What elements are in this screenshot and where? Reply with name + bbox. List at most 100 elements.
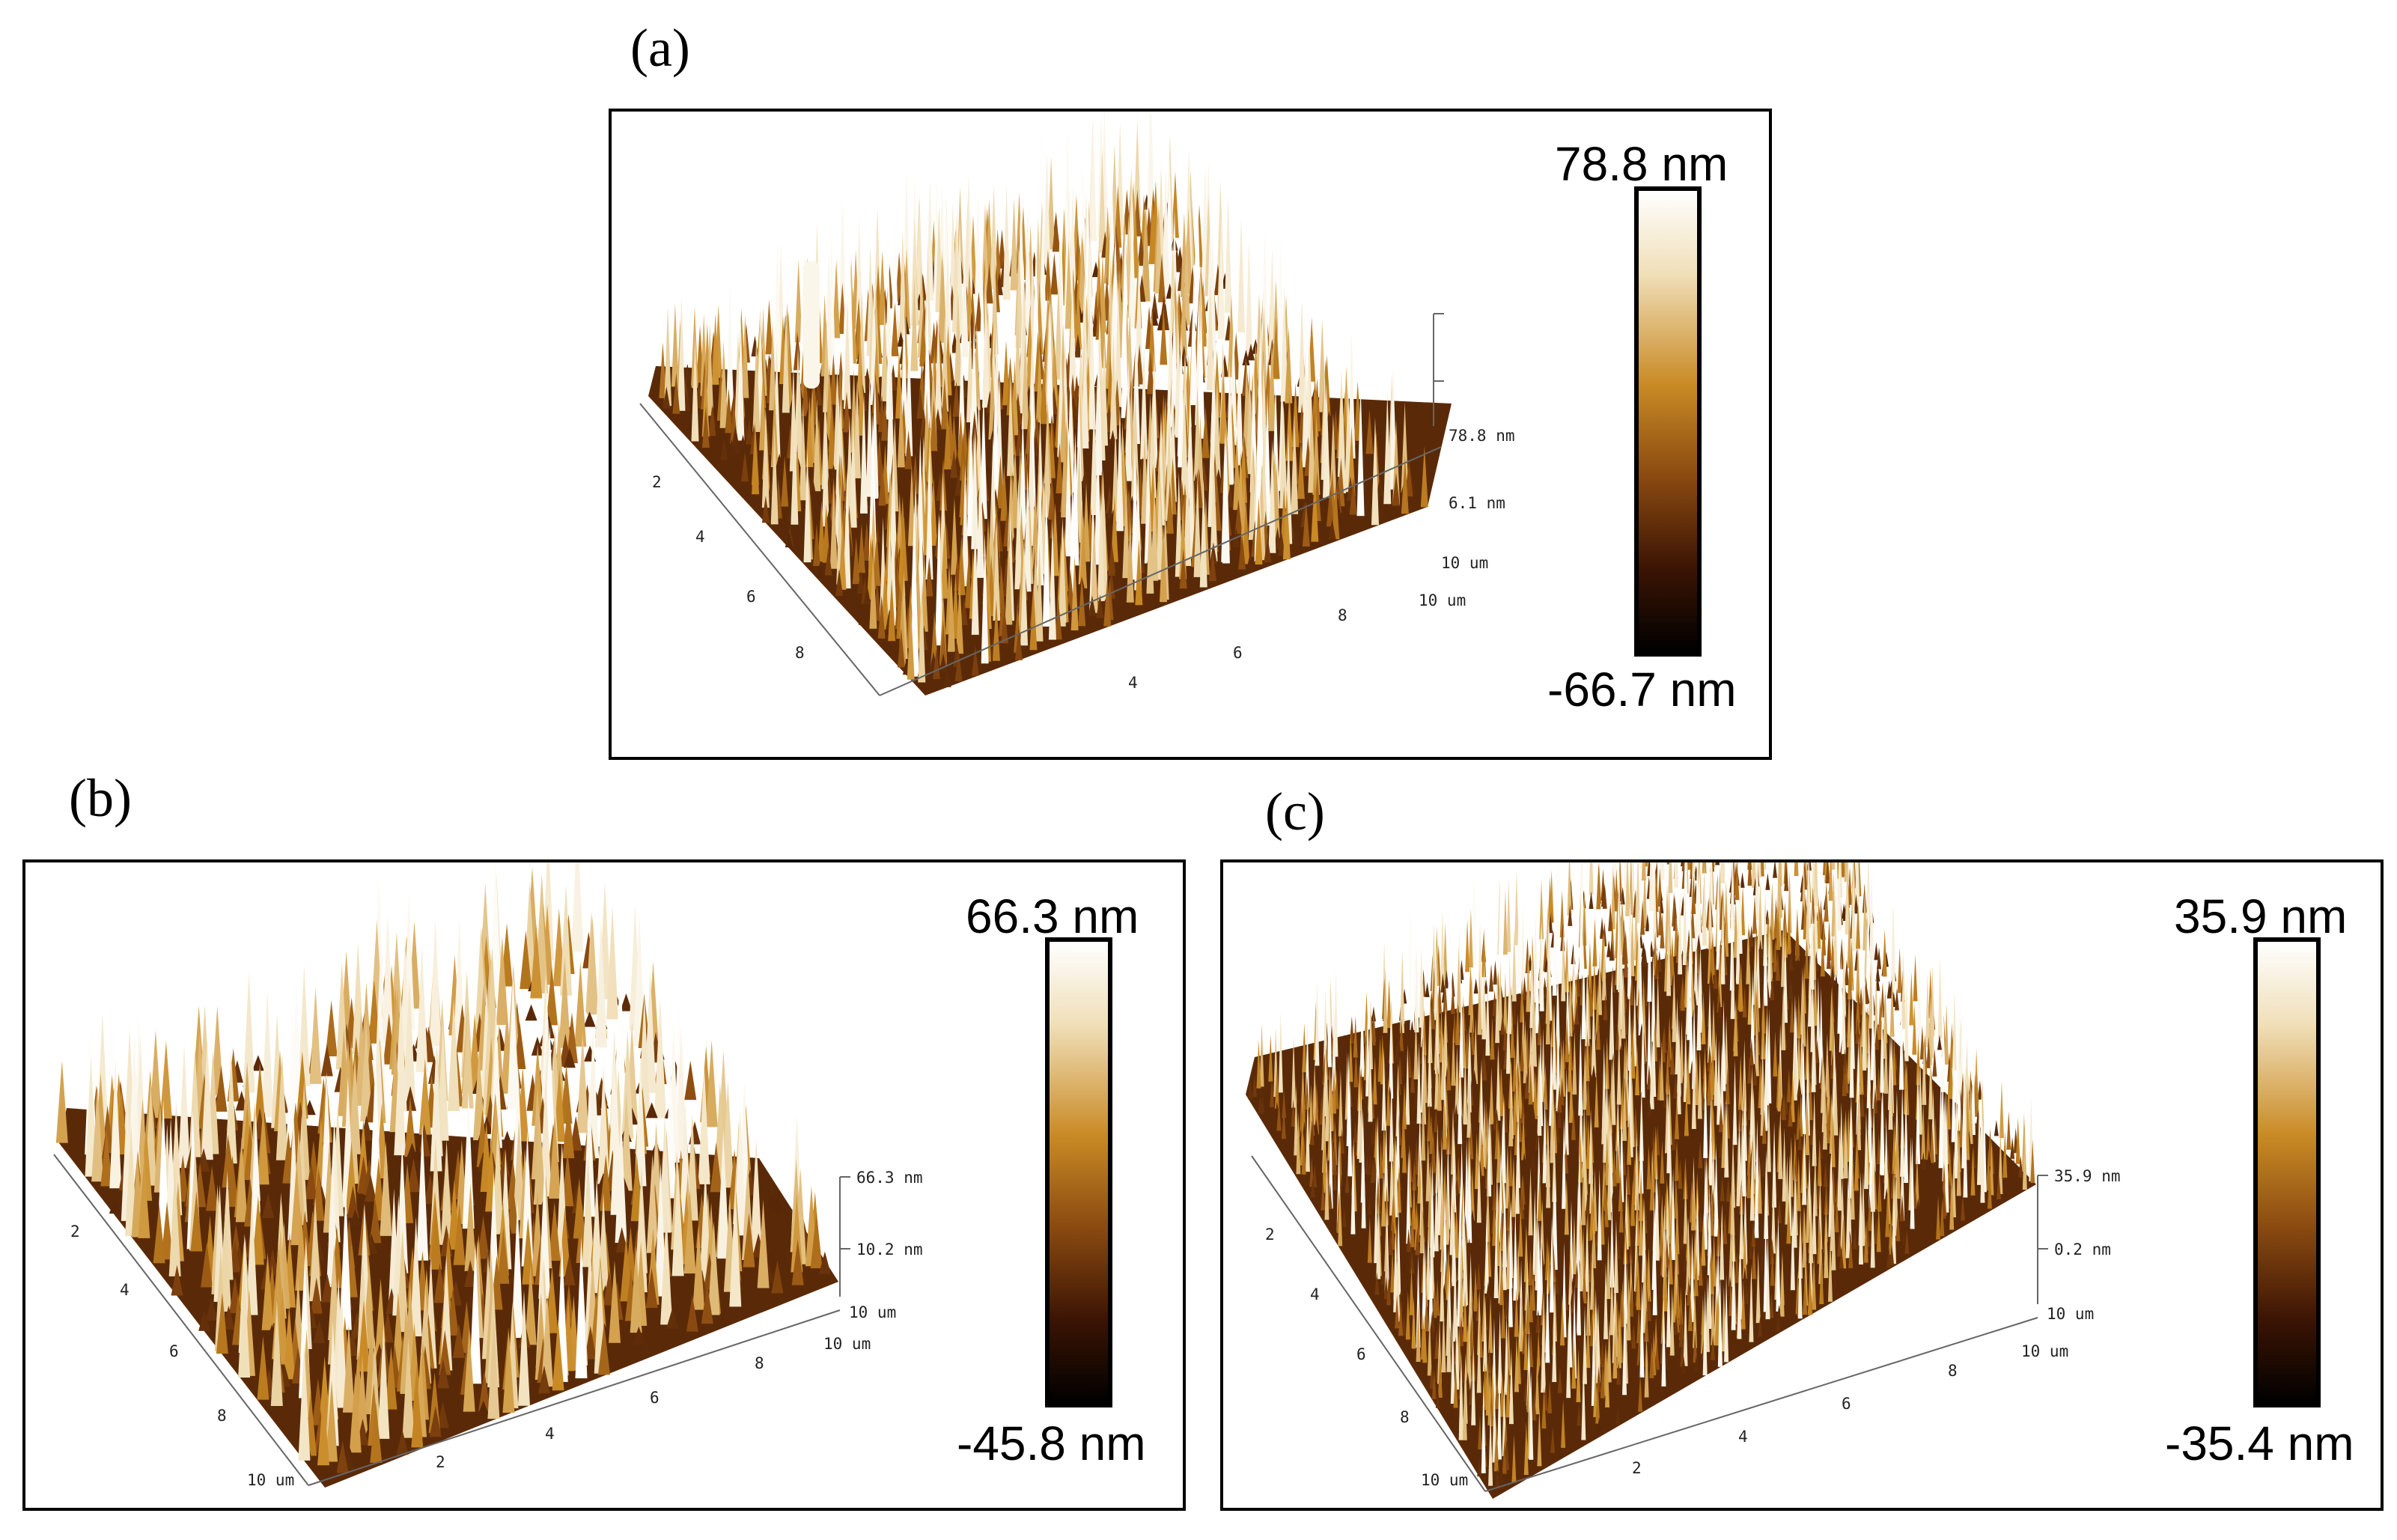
surface-peak <box>1384 1227 1389 1297</box>
surface-peak <box>1609 940 1614 961</box>
surface-peak <box>1485 1297 1490 1313</box>
surface-peak <box>1630 910 1635 977</box>
surface-peak <box>1579 877 1584 974</box>
surface-peak <box>1625 862 1630 916</box>
surface-peak <box>904 430 913 469</box>
surface-peak <box>1297 438 1305 499</box>
surface-peak <box>1422 1314 1428 1363</box>
surface-peak <box>1541 1028 1546 1103</box>
surface-peak <box>935 511 943 646</box>
surface-peak <box>1654 1337 1660 1370</box>
surface-peak <box>1707 1065 1712 1106</box>
surface-peak <box>1148 307 1156 372</box>
surface-peak <box>750 1137 763 1255</box>
surface-peak <box>1711 1334 1716 1360</box>
surface-peak <box>1476 1147 1481 1223</box>
surface-peak <box>1596 865 1601 910</box>
surface-peak <box>1332 481 1340 540</box>
surface-peak <box>439 1330 451 1375</box>
surface-peak <box>1512 1004 1517 1025</box>
surface-peak <box>496 936 508 1026</box>
surface-peak <box>1942 1095 1947 1182</box>
surface-peak <box>1148 198 1157 264</box>
surface-peak <box>1600 917 1605 939</box>
surface-peak <box>1755 862 1760 920</box>
surface-peak <box>201 1241 213 1288</box>
surface-peak <box>1782 935 1788 1023</box>
surface-peak <box>1371 417 1379 526</box>
surface-peak <box>1461 1362 1466 1384</box>
surface-peak <box>1688 976 1693 1074</box>
surface-peak <box>1222 434 1230 564</box>
surface-peak <box>1032 487 1040 570</box>
surface-peak <box>1555 862 1560 945</box>
surface-peak <box>863 585 871 605</box>
surface-peak <box>1329 413 1337 505</box>
surface-peak <box>1237 216 1246 332</box>
surface-peak <box>1724 902 1729 957</box>
surface-peak <box>1535 938 1540 1034</box>
surface-peak <box>964 557 972 609</box>
surface-peak <box>1246 344 1255 361</box>
surface-peak <box>1301 347 1309 468</box>
surface-peak <box>737 315 745 441</box>
surface-peak <box>1565 1261 1571 1277</box>
surface-peak <box>1742 987 1747 1017</box>
surface-peak <box>910 217 919 326</box>
surface-peak <box>1419 1190 1425 1254</box>
surface-peak <box>1474 1249 1479 1264</box>
surface-peak <box>1697 1049 1702 1119</box>
surface-peak <box>1824 1182 1829 1215</box>
surface-peak <box>1876 1132 1881 1164</box>
surface-peak <box>1708 873 1713 950</box>
afm-surface-a: 78.8 nm 6.1 nm 10 um 2 4 6 8 4 6 8 10 um <box>639 112 1515 696</box>
surface-peak <box>1368 996 1373 1070</box>
surface-peak <box>462 1092 475 1229</box>
surface-peak <box>511 1199 524 1338</box>
surface-peak <box>1683 1176 1688 1244</box>
surface-peak <box>1802 1121 1807 1205</box>
surface-peak <box>1310 1177 1315 1198</box>
surface-peak <box>1414 941 1419 1032</box>
surface-peak <box>1322 383 1330 498</box>
surface-peak <box>1165 356 1173 479</box>
surface-peak <box>943 409 951 470</box>
surface-peak <box>225 1053 237 1164</box>
surface-peak <box>1890 906 1895 995</box>
surface-peak <box>243 972 255 1093</box>
surface-peak <box>1826 940 1831 970</box>
surface-peak <box>771 1260 784 1294</box>
surface-peak <box>1542 1095 1547 1184</box>
surface-peak <box>1561 926 1566 1002</box>
surface-peak <box>1304 1075 1309 1110</box>
surface-peak <box>1673 1076 1678 1099</box>
surface-peak <box>1660 912 1665 949</box>
surface-peak <box>1575 1133 1580 1151</box>
surface-peak <box>981 203 989 296</box>
surface-peak <box>1347 332 1356 459</box>
surface-peak <box>1784 863 1789 892</box>
surface-peak <box>1315 979 1320 1066</box>
surface-peak <box>109 1059 122 1189</box>
surface-peak <box>1567 862 1572 916</box>
surface-peak <box>2018 1155 2023 1178</box>
surface-peak <box>1812 1255 1817 1310</box>
surface-peak <box>1589 891 1594 909</box>
surface-peak <box>1755 1252 1761 1324</box>
surface-peak <box>1282 490 1291 560</box>
surface-peak <box>1692 1287 1697 1348</box>
surface-peak <box>1432 1280 1437 1318</box>
surface-peak <box>1007 463 1015 552</box>
surface-peak <box>1615 1139 1621 1184</box>
surface-peak <box>1824 1213 1829 1279</box>
surface-peak <box>1376 477 1384 496</box>
surface-peak <box>1431 996 1436 1029</box>
surface-peak <box>1895 1139 1901 1199</box>
x-tick-b-5: 10 um <box>823 1335 871 1353</box>
surface-peak <box>1169 388 1177 502</box>
surface-peak <box>1790 1204 1795 1291</box>
surface-peak <box>1473 1267 1478 1312</box>
surface-peak <box>1081 330 1089 448</box>
surface-peak <box>1828 862 1833 901</box>
surface-peak <box>1452 1126 1457 1213</box>
